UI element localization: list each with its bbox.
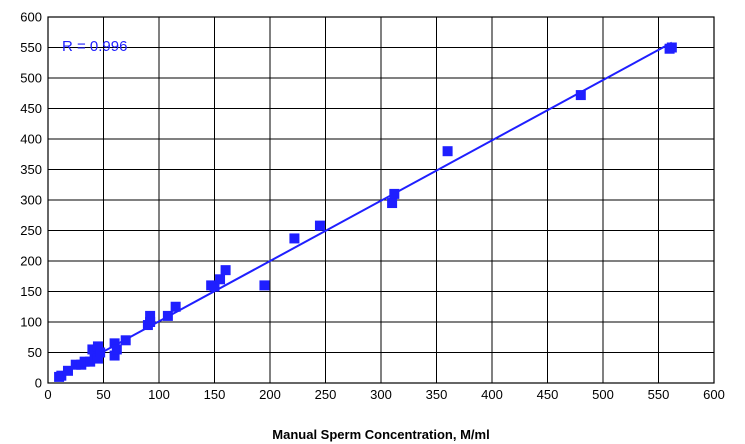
data-point xyxy=(209,281,220,292)
data-point xyxy=(89,347,100,358)
data-point xyxy=(162,310,173,321)
y-tick-label: 250 xyxy=(20,223,42,238)
data-point xyxy=(56,370,67,381)
data-point xyxy=(145,317,156,327)
data-point xyxy=(389,188,400,199)
x-tick-label: 100 xyxy=(148,387,170,402)
x-tick-label: 500 xyxy=(592,387,614,402)
y-tick-label: 100 xyxy=(20,315,42,330)
y-tick-label: 0 xyxy=(35,376,42,391)
data-point xyxy=(442,146,453,157)
trendline xyxy=(58,41,673,377)
x-axis-title: Manual Sperm Concentration, M/ml xyxy=(272,427,489,442)
x-tick-label: 200 xyxy=(259,387,281,402)
x-tick-label: 550 xyxy=(648,387,670,402)
data-point xyxy=(666,42,677,53)
data-point xyxy=(79,356,90,367)
y-tick-label: 200 xyxy=(20,254,42,269)
y-tick-label: 150 xyxy=(20,284,42,299)
data-point xyxy=(170,301,181,312)
data-point xyxy=(220,265,231,276)
data-point xyxy=(387,198,398,209)
x-tick-label: 350 xyxy=(426,387,448,402)
plot-area-border xyxy=(47,16,715,384)
data-point xyxy=(85,356,96,367)
x-tick-label: 250 xyxy=(315,387,337,402)
trendline-group xyxy=(58,41,673,377)
data-point xyxy=(120,335,131,346)
y-tick-label: 550 xyxy=(20,40,42,55)
x-tick-label: 0 xyxy=(44,387,51,402)
y-tick-label: 600 xyxy=(20,10,42,25)
correlation-annotation: R = 0.996 xyxy=(62,38,127,55)
data-point xyxy=(111,344,122,355)
y-tick-label: 50 xyxy=(28,345,42,360)
y-tick-label: 300 xyxy=(20,193,42,208)
x-tick-label: 600 xyxy=(703,387,725,402)
x-tick-label: 300 xyxy=(370,387,392,402)
x-tick-label: 50 xyxy=(96,387,110,402)
data-point xyxy=(70,359,81,370)
data-point xyxy=(109,338,120,349)
data-point xyxy=(109,350,120,361)
data-point xyxy=(575,90,586,101)
data-points xyxy=(54,42,677,382)
data-point xyxy=(92,341,103,352)
x-tick-label: 450 xyxy=(537,387,559,402)
data-point xyxy=(289,233,300,244)
x-tick-label: 400 xyxy=(481,387,503,402)
tick-labels: 0 50 100 150 200 250 300 350 400 450 500 550 600 0 50 1… xyxy=(20,10,725,403)
x-tick-label: 150 xyxy=(204,387,226,402)
data-point xyxy=(95,347,106,358)
data-point xyxy=(92,353,103,364)
y-tick-label: 350 xyxy=(20,162,42,177)
data-point xyxy=(62,365,73,376)
y-tick-label: 400 xyxy=(20,132,42,147)
data-point xyxy=(259,280,270,291)
data-point xyxy=(145,310,156,321)
data-point xyxy=(215,274,226,285)
y-tick-label: 500 xyxy=(20,71,42,86)
y-tick-label: 450 xyxy=(20,101,42,116)
data-point xyxy=(314,220,325,231)
